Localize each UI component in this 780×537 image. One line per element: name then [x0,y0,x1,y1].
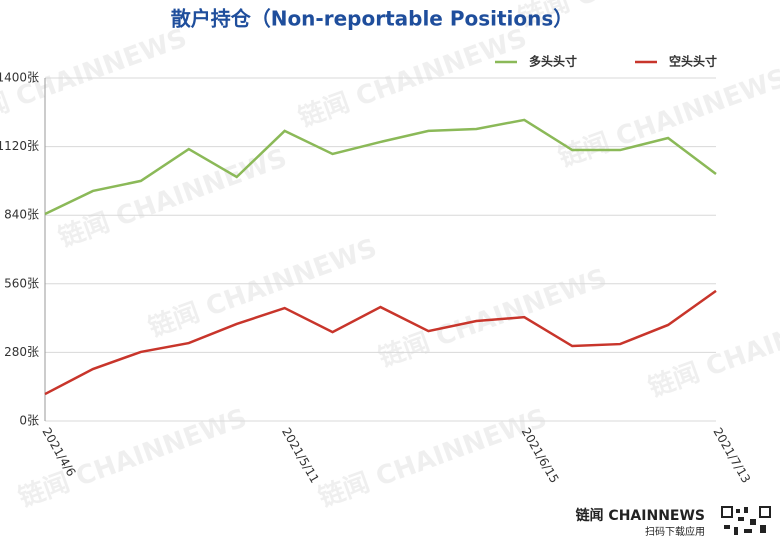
y-tick-label: 840张 [4,208,39,222]
y-tick-label: 560张 [4,276,39,290]
watermark: 链闻 CHAINNEWS [14,402,250,513]
x-tick-label: 2021/5/11 [279,425,322,485]
y-tick-label: 0张 [19,414,39,428]
legend-label: 空头头寸 [669,54,717,69]
footer-brand: 链闻 CHAINNEWS [576,507,705,524]
watermark: 链闻 CHAINNEWS [374,262,610,373]
series-line [44,289,717,396]
watermark: 链闻 CHAINNEWS [314,402,550,513]
y-tick-label: 1120张 [0,139,39,153]
y-tick-label: 1400张 [0,71,39,85]
watermark: 链闻 CHAINNEWS [554,62,780,173]
qr-code [720,505,772,537]
series-line [44,118,717,216]
watermark: 链闻 CHAINNEWS [644,292,780,403]
x-tick-label: 2021/7/13 [710,425,753,485]
footer-caption: 扫码下载应用 [645,525,705,537]
legend-label: 多头头寸 [529,54,577,69]
chart-title: 散户持仓（Non-reportable Positions） [171,7,574,31]
y-tick-label: 280张 [4,345,39,359]
watermark: 链闻 CHAINNEWS [144,232,380,343]
